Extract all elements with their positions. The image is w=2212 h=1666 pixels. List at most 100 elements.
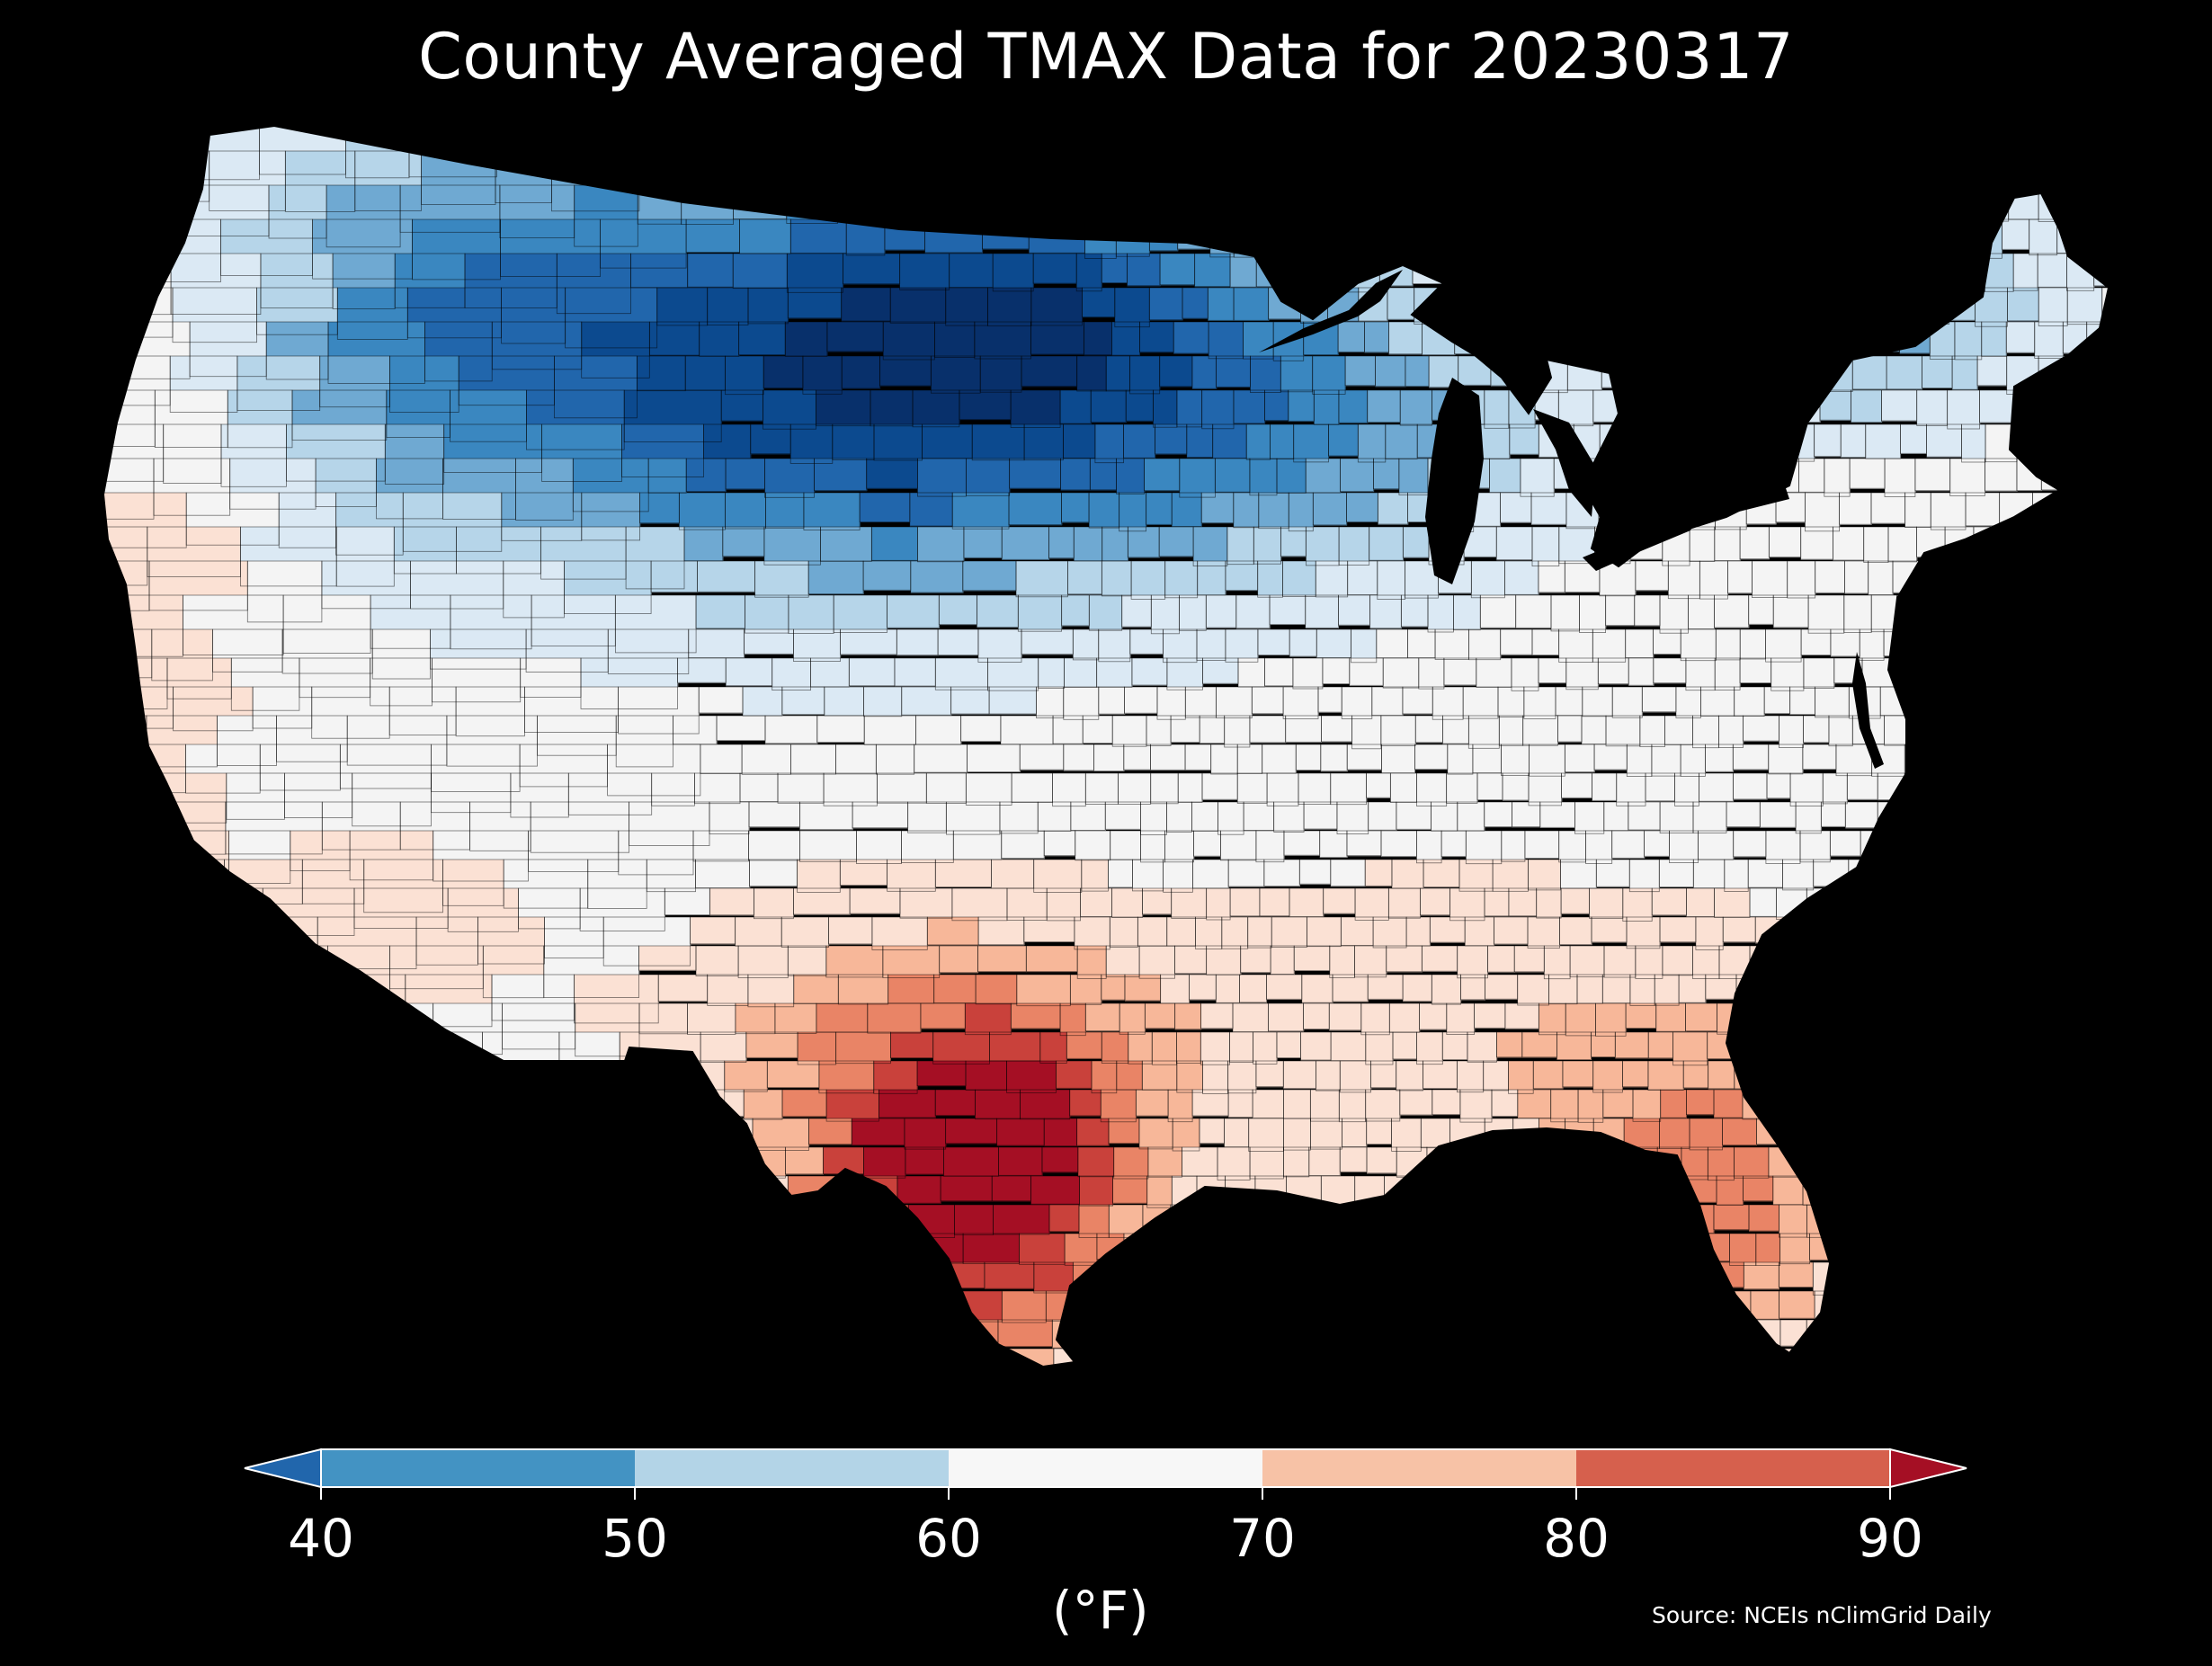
county-cell (1322, 658, 1351, 684)
county-cell (1916, 390, 1949, 426)
county-cell (963, 527, 1003, 558)
county-cell (1089, 595, 1123, 631)
county-cell (686, 219, 741, 253)
county-cell (725, 493, 766, 530)
county-cell (1520, 459, 1555, 497)
county-cell (1627, 744, 1653, 778)
county-cell (1380, 716, 1416, 746)
county-cell (950, 687, 990, 715)
county-cell (866, 459, 918, 489)
county-cell (1463, 687, 1499, 719)
colorbar-under-arrow (244, 1448, 322, 1489)
county-cell (1351, 716, 1382, 750)
county-cell (1489, 459, 1521, 494)
county-cell (1369, 527, 1404, 561)
county-cell (1176, 390, 1203, 428)
county-cell (1093, 744, 1125, 771)
county-cell (733, 254, 788, 290)
county-cell (1270, 595, 1307, 625)
county-cell (1625, 629, 1655, 659)
county-cell (1476, 658, 1512, 688)
county-cell (1351, 629, 1378, 664)
county-cell (722, 527, 765, 557)
county-cell (826, 322, 884, 352)
county-cell (781, 687, 825, 716)
county-cell (1253, 527, 1282, 565)
county-cell (1681, 744, 1706, 777)
county-cell (824, 687, 865, 717)
county-cell (1280, 527, 1307, 557)
county-cell (803, 493, 861, 531)
county-cell (1814, 424, 1842, 458)
county-cell (967, 744, 1021, 772)
county-cell (1102, 527, 1128, 562)
county-cell (1779, 716, 1805, 749)
county-cell (1146, 493, 1173, 525)
county-cell (1428, 595, 1454, 633)
county-cell (1376, 629, 1409, 659)
county-cell (1966, 493, 2001, 527)
county-cell (717, 716, 766, 741)
county-cell (1403, 527, 1430, 558)
county-cell (1074, 527, 1103, 562)
county-cell (707, 288, 749, 326)
county-cell (1249, 716, 1287, 744)
county-cell (832, 424, 875, 461)
county-cell (987, 288, 1032, 327)
county-cell (1752, 561, 1788, 599)
county-cell (1305, 595, 1339, 628)
county-cell (1210, 744, 1238, 775)
county-cell (1639, 716, 1666, 748)
county-cell (1024, 424, 1064, 461)
county-cell (1173, 322, 1209, 354)
county-cell (1443, 658, 1477, 686)
unit-text: (°F) (1052, 1580, 1149, 1641)
county-cell (989, 687, 1038, 715)
county-cell (2013, 254, 2038, 291)
county-cell (649, 322, 700, 356)
county-cell (1954, 322, 1983, 361)
county-cell (1385, 424, 1418, 459)
county-cell (1801, 629, 1832, 655)
county-cell (765, 493, 805, 529)
county-cell (1102, 561, 1132, 597)
county-cell (1851, 390, 1883, 423)
county-cell (1400, 390, 1433, 426)
county-cell (630, 254, 689, 289)
county-cell (1197, 629, 1226, 662)
county-cell (1453, 595, 1481, 631)
county-cell (1280, 356, 1314, 393)
county-cell (700, 744, 743, 775)
county-cell (637, 356, 686, 392)
county-cell (1803, 658, 1835, 690)
county-cell (1112, 716, 1147, 747)
county-cell (1383, 658, 1420, 689)
county-cell (1166, 658, 1204, 690)
county-cell (1692, 716, 1719, 749)
county-cell (1160, 254, 1196, 286)
county-cell (1234, 288, 1270, 321)
county-cell (1699, 561, 1729, 600)
county-cell (1146, 716, 1172, 746)
county-cell (1557, 716, 1583, 743)
county-cell (1714, 527, 1741, 562)
county-cell (1868, 561, 1894, 595)
county-cell (871, 527, 918, 561)
county-cell (1153, 390, 1178, 428)
county-cell (1904, 493, 1931, 529)
county-cell (849, 658, 896, 687)
county-cell (1157, 687, 1186, 720)
county-cell (840, 629, 897, 655)
county-cell (788, 595, 834, 635)
county-cell (785, 322, 828, 357)
county-cell (1091, 390, 1127, 423)
county-cell (972, 424, 1025, 461)
county-cell (725, 356, 764, 396)
county-cell (860, 493, 911, 522)
county-cell (1551, 595, 1581, 632)
county-cell (1843, 595, 1872, 634)
county-cell (656, 288, 709, 326)
county-cell (1306, 527, 1340, 566)
county-cell (1468, 629, 1502, 661)
